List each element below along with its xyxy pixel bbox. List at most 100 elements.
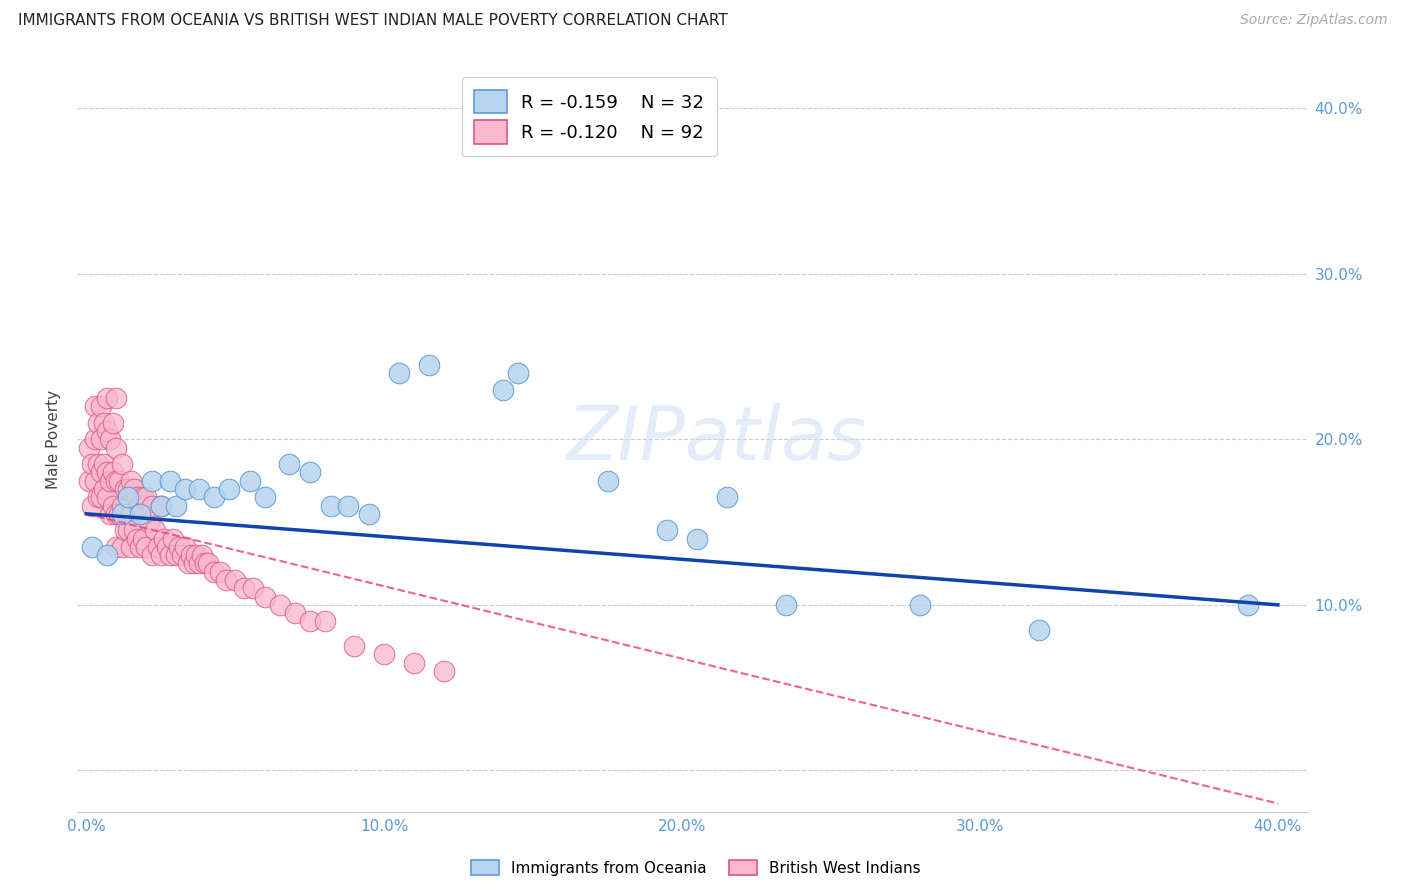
Point bbox=[314, 615, 336, 629]
Point bbox=[143, 524, 166, 538]
Point bbox=[188, 482, 211, 496]
Point bbox=[233, 582, 256, 596]
Point bbox=[141, 499, 163, 513]
Point bbox=[101, 466, 124, 480]
Point bbox=[96, 391, 118, 405]
Point bbox=[84, 432, 107, 446]
Point bbox=[167, 540, 190, 554]
Legend: Immigrants from Oceania, British West Indians: Immigrants from Oceania, British West In… bbox=[465, 854, 927, 881]
Point bbox=[686, 532, 709, 546]
Point bbox=[77, 441, 100, 455]
Point bbox=[111, 457, 134, 471]
Point bbox=[135, 540, 157, 554]
Point bbox=[298, 466, 321, 480]
Point bbox=[173, 540, 195, 554]
Point bbox=[152, 532, 174, 546]
Point bbox=[138, 515, 160, 529]
Point bbox=[120, 540, 142, 554]
Point bbox=[162, 532, 184, 546]
Point bbox=[209, 565, 232, 579]
Point bbox=[373, 648, 395, 662]
Point bbox=[242, 582, 264, 596]
Point bbox=[149, 499, 172, 513]
Point bbox=[146, 540, 169, 554]
Point bbox=[165, 548, 187, 562]
Point bbox=[117, 482, 139, 496]
Point bbox=[492, 383, 515, 397]
Point bbox=[98, 507, 121, 521]
Point bbox=[224, 573, 246, 587]
Point bbox=[96, 548, 118, 562]
Point bbox=[120, 474, 142, 488]
Point bbox=[111, 499, 134, 513]
Point bbox=[284, 606, 307, 620]
Point bbox=[253, 490, 276, 504]
Point bbox=[101, 416, 124, 430]
Point bbox=[93, 482, 115, 496]
Point bbox=[1237, 598, 1260, 612]
Point bbox=[183, 557, 205, 571]
Text: Source: ZipAtlas.com: Source: ZipAtlas.com bbox=[1240, 13, 1388, 28]
Point bbox=[128, 499, 150, 513]
Point bbox=[132, 532, 155, 546]
Point bbox=[202, 490, 225, 504]
Point bbox=[105, 507, 128, 521]
Point bbox=[105, 441, 128, 455]
Point bbox=[82, 499, 104, 513]
Point bbox=[1028, 623, 1050, 637]
Point bbox=[128, 507, 150, 521]
Point bbox=[93, 457, 115, 471]
Point bbox=[173, 482, 195, 496]
Point bbox=[253, 590, 276, 604]
Point bbox=[122, 482, 145, 496]
Point bbox=[96, 466, 118, 480]
Point bbox=[197, 557, 219, 571]
Point bbox=[122, 524, 145, 538]
Point bbox=[655, 524, 678, 538]
Point bbox=[96, 490, 118, 504]
Point bbox=[269, 598, 291, 612]
Point bbox=[156, 540, 179, 554]
Point bbox=[90, 432, 112, 446]
Point bbox=[170, 548, 193, 562]
Point bbox=[105, 474, 128, 488]
Point bbox=[277, 457, 299, 471]
Point bbox=[111, 540, 134, 554]
Point bbox=[125, 490, 148, 504]
Point bbox=[418, 358, 440, 372]
Point bbox=[114, 524, 136, 538]
Point bbox=[117, 490, 139, 504]
Point bbox=[239, 474, 262, 488]
Point bbox=[191, 548, 214, 562]
Point bbox=[149, 548, 172, 562]
Point bbox=[402, 656, 425, 670]
Point bbox=[180, 548, 202, 562]
Point bbox=[149, 499, 172, 513]
Point bbox=[120, 507, 142, 521]
Point bbox=[108, 474, 131, 488]
Point bbox=[298, 615, 321, 629]
Point bbox=[84, 474, 107, 488]
Point bbox=[141, 474, 163, 488]
Point bbox=[433, 664, 456, 678]
Point bbox=[87, 490, 110, 504]
Point bbox=[186, 548, 208, 562]
Point bbox=[82, 540, 104, 554]
Point bbox=[84, 399, 107, 413]
Point bbox=[218, 482, 240, 496]
Y-axis label: Male Poverty: Male Poverty bbox=[46, 390, 62, 489]
Point bbox=[98, 432, 121, 446]
Point bbox=[716, 490, 738, 504]
Point bbox=[77, 474, 100, 488]
Point bbox=[388, 366, 411, 380]
Point bbox=[105, 391, 128, 405]
Point bbox=[98, 474, 121, 488]
Point bbox=[93, 416, 115, 430]
Point bbox=[337, 499, 360, 513]
Point bbox=[108, 507, 131, 521]
Point bbox=[319, 499, 342, 513]
Point bbox=[117, 524, 139, 538]
Point bbox=[114, 482, 136, 496]
Text: IMMIGRANTS FROM OCEANIA VS BRITISH WEST INDIAN MALE POVERTY CORRELATION CHART: IMMIGRANTS FROM OCEANIA VS BRITISH WEST … bbox=[18, 13, 728, 29]
Point bbox=[176, 557, 198, 571]
